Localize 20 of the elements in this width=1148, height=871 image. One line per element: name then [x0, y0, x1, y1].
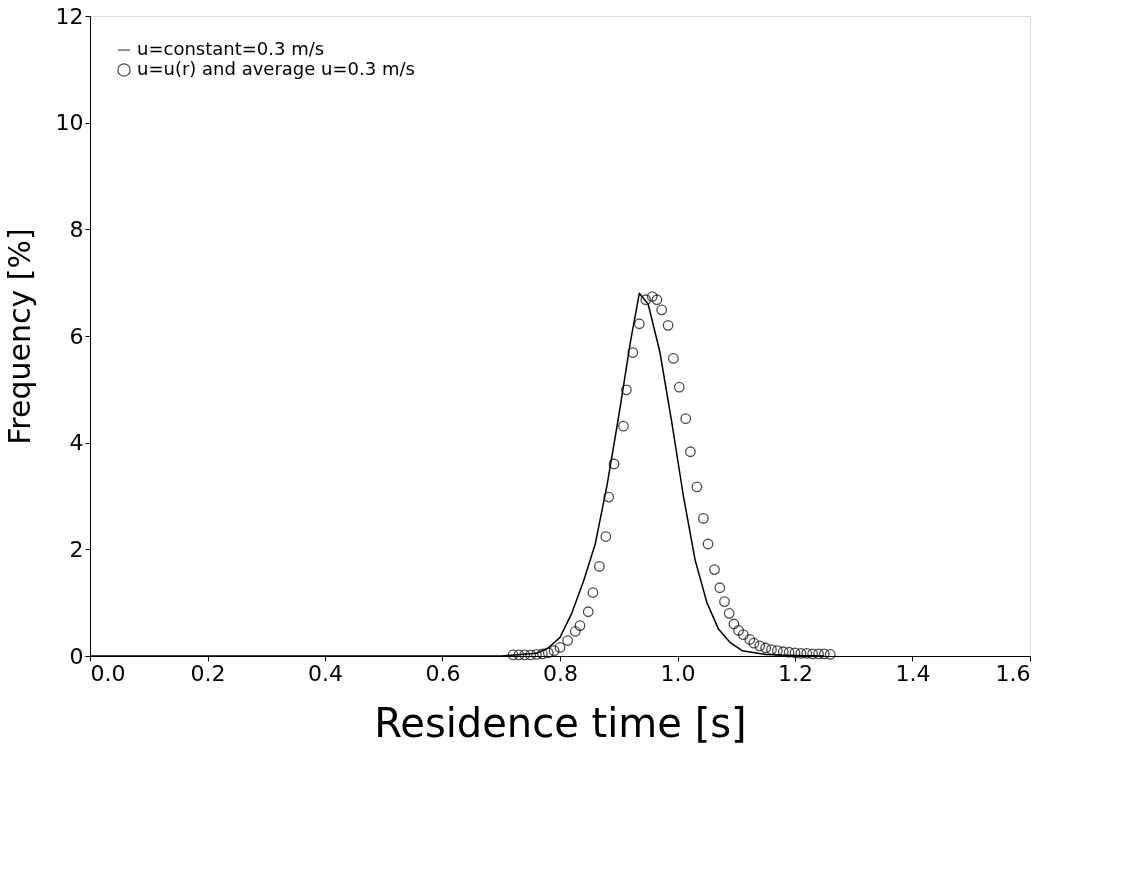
- y-tick-label: 2: [69, 536, 84, 562]
- legend-label: u=constant=0.3 m/s: [137, 38, 325, 59]
- y-tick-label: 0: [69, 643, 84, 669]
- y-tick-label: 6: [69, 323, 84, 349]
- x-tick-label: 0.2: [190, 660, 226, 686]
- x-tick-label: 0.8: [543, 660, 578, 686]
- x-tick-label: 0.4: [308, 660, 343, 686]
- x-tick-label: 0.6: [425, 660, 461, 686]
- x-axis-title: Residence time [s]: [374, 699, 747, 746]
- y-tick-label: 12: [55, 3, 84, 29]
- x-tick-label: 1.6: [995, 660, 1031, 686]
- x-tick-label: 1.0: [660, 660, 696, 686]
- legend-label: u=u(r) and average u=0.3 m/s: [137, 58, 415, 79]
- x-tick-label: 1.4: [895, 660, 931, 686]
- y-tick-label: 8: [69, 216, 84, 242]
- x-tick-label: 1.2: [778, 660, 813, 686]
- x-tick-label: 0.0: [90, 660, 126, 686]
- y-tick-label: 4: [69, 430, 84, 456]
- y-axis-title: Frequency [%]: [1, 228, 37, 445]
- y-tick-label: 10: [55, 110, 84, 136]
